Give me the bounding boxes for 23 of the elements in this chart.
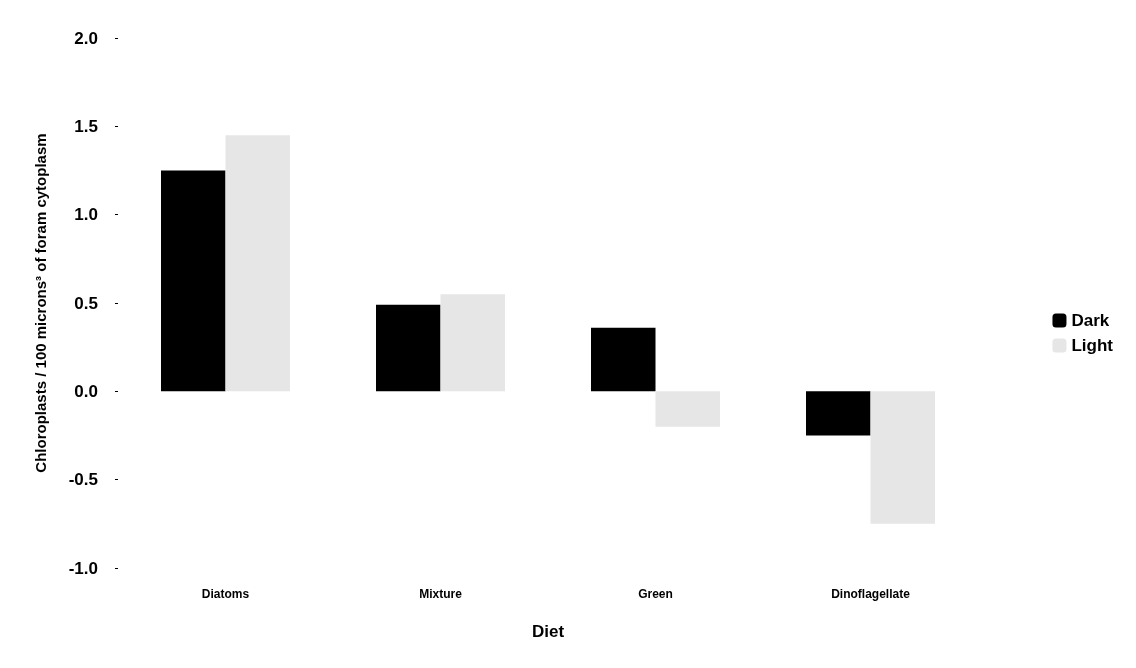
bar <box>161 170 226 392</box>
bar <box>806 391 871 436</box>
y-tick-label: -1.0 <box>68 558 98 578</box>
x-tick-label: Diatoms <box>201 587 250 601</box>
x-axis-title: Diet <box>531 622 565 641</box>
x-tick-label: Dinoflagellate <box>831 587 911 601</box>
y-tick-label: 1.5 <box>74 116 98 136</box>
y-tick-label: 0.0 <box>74 381 98 401</box>
y-tick-label: 0.5 <box>74 293 98 313</box>
bar <box>591 327 656 392</box>
legend-label: Dark <box>1071 311 1110 330</box>
bar <box>376 304 441 392</box>
y-tick-label: 2.0 <box>74 28 98 48</box>
bar <box>225 135 290 392</box>
bar <box>870 391 935 524</box>
y-tick-label: -0.5 <box>68 470 98 490</box>
legend-label: Light <box>1071 336 1114 355</box>
bar <box>655 391 720 427</box>
y-tick-label: 1.0 <box>74 205 98 225</box>
y-axis-title: Chloroplasts / 100 microns³ of foram cytoplasm <box>32 133 49 473</box>
x-tick-label: Mixture <box>419 587 463 601</box>
x-tick-label: Green <box>638 587 673 601</box>
bar <box>440 294 505 392</box>
